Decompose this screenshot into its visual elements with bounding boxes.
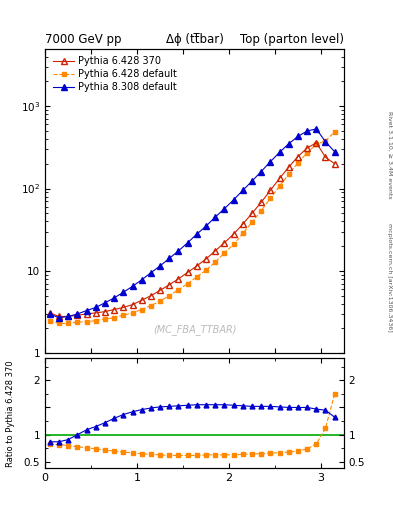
Text: Rivet 3.1.10, ≥ 3.4M events: Rivet 3.1.10, ≥ 3.4M events xyxy=(387,112,392,199)
Text: mcplots.cern.ch [arXiv:1306.3436]: mcplots.cern.ch [arXiv:1306.3436] xyxy=(387,223,392,331)
Title: Δϕ (tt̅bar): Δϕ (tt̅bar) xyxy=(165,33,224,46)
Text: Top (parton level): Top (parton level) xyxy=(240,33,344,46)
Legend: Pythia 6.428 370, Pythia 6.428 default, Pythia 8.308 default: Pythia 6.428 370, Pythia 6.428 default, … xyxy=(50,53,180,95)
Text: (MC_FBA_TTBAR): (MC_FBA_TTBAR) xyxy=(153,324,236,335)
Text: 7000 GeV pp: 7000 GeV pp xyxy=(45,33,122,46)
Y-axis label: Ratio to Pythia 6.428 370: Ratio to Pythia 6.428 370 xyxy=(6,360,15,467)
